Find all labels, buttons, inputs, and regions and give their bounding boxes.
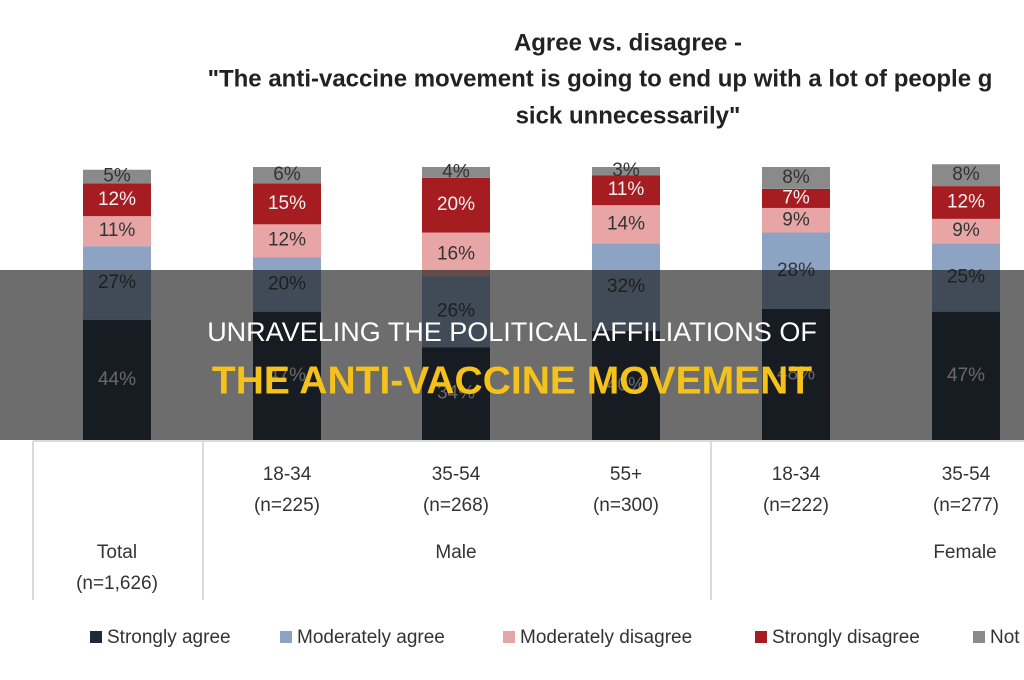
value-label: 8% — [782, 167, 810, 188]
chart-title: sick unnecessarily" — [516, 102, 741, 129]
value-label: 8% — [952, 164, 980, 185]
legend: Strongly agree Moderately agree Moderately… — [90, 627, 1020, 648]
value-label: 7% — [782, 187, 810, 208]
legend-swatch — [90, 631, 102, 643]
group-label: Male — [435, 542, 476, 563]
value-label: 12% — [947, 192, 985, 213]
bar-segment — [253, 183, 321, 225]
bar-segment — [932, 218, 1000, 244]
legend-label: Moderately agree — [297, 627, 445, 648]
value-label: 6% — [273, 164, 301, 185]
bar-segment — [932, 186, 1000, 219]
legend-label: Strongly agree — [107, 627, 231, 648]
bar-segment — [932, 164, 1000, 187]
value-label: 14% — [607, 213, 645, 234]
bar-segment — [83, 183, 151, 217]
banner-title: UNRAVELING THE POLITICAL AFFILIATIONS OF — [207, 317, 817, 347]
banner — [0, 270, 1024, 440]
legend-label: Moderately disagree — [520, 627, 692, 648]
value-label: 11% — [99, 220, 136, 241]
legend-label: Not — [990, 627, 1020, 648]
value-label: 12% — [98, 189, 136, 210]
value-label: 11% — [608, 179, 645, 200]
x-tick-label: Total — [97, 542, 137, 563]
x-tick-label: 35-54 — [432, 464, 481, 485]
bar-segment — [83, 169, 151, 184]
sample-size: (n=222) — [763, 495, 829, 516]
legend-swatch — [755, 631, 767, 643]
legend-label: Strongly disagree — [772, 627, 920, 648]
bar-segment — [762, 207, 830, 233]
value-label: 12% — [268, 230, 306, 251]
value-label: 9% — [782, 209, 810, 230]
bar-segment — [253, 224, 321, 258]
sample-size: (n=1,626) — [76, 573, 158, 594]
bar-segment — [592, 175, 660, 206]
value-label: 9% — [952, 220, 980, 241]
sample-size: (n=225) — [254, 495, 320, 516]
bar-segment — [422, 232, 490, 277]
x-tick-label: 18-34 — [263, 464, 312, 485]
bar-segment — [762, 188, 830, 208]
x-tick-label: 35-54 — [942, 464, 991, 485]
legend-swatch — [973, 631, 985, 643]
chart-title: Agree vs. disagree - — [514, 29, 742, 56]
x-tick-label: 55+ — [610, 464, 642, 485]
legend-swatch — [280, 631, 292, 643]
bar-segment — [592, 205, 660, 244]
value-label: 16% — [437, 243, 475, 264]
sample-size: (n=277) — [933, 495, 999, 516]
bar-segment — [762, 167, 830, 189]
legend-swatch — [503, 631, 515, 643]
group-label: Female — [933, 542, 996, 563]
bar-segment — [422, 167, 490, 178]
bar-segment — [83, 216, 151, 247]
bar-segment — [422, 177, 490, 233]
sample-size: (n=268) — [423, 495, 489, 516]
value-label: 5% — [103, 166, 131, 187]
value-label: 15% — [268, 193, 306, 214]
bar-segment — [592, 167, 660, 176]
value-label: 4% — [442, 161, 470, 182]
value-label: 20% — [437, 194, 475, 215]
bar-segment — [253, 167, 321, 184]
chart-title: "The anti-vaccine movement is going to e… — [208, 65, 993, 92]
banner-title: THE ANTI-VACCINE MOVEMENT — [212, 359, 812, 402]
x-tick-label: 18-34 — [772, 464, 821, 485]
sample-size: (n=300) — [593, 495, 659, 516]
value-label: 3% — [612, 160, 640, 181]
